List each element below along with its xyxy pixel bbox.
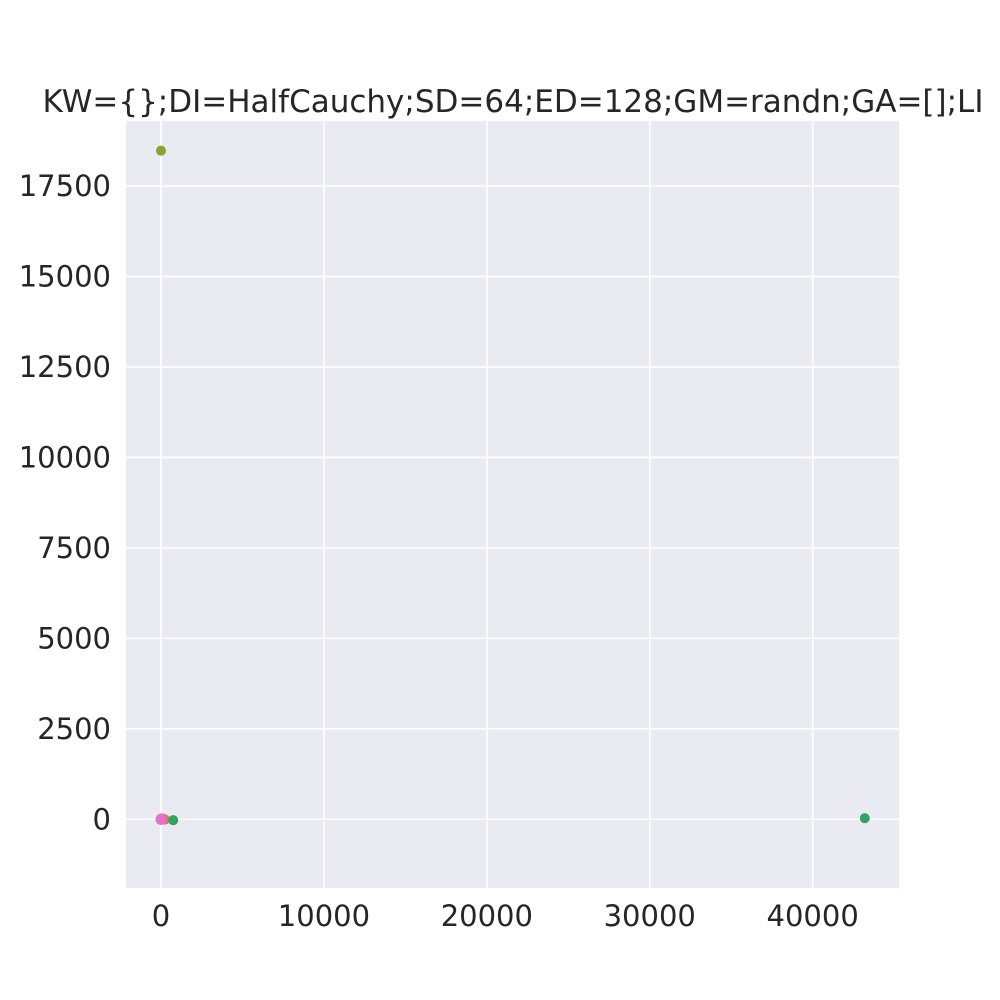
y-tick-label: 2500: [37, 712, 111, 746]
y-tick-label: 5000: [37, 621, 111, 655]
x-tick-label: 30000: [604, 899, 696, 933]
data-point: [156, 145, 167, 156]
y-tick-label: 10000: [19, 440, 111, 474]
y-tick-label: 7500: [37, 531, 111, 565]
data-point: [156, 813, 167, 824]
x-tick-labels: 0 10000 20000 30000 40000: [152, 899, 859, 933]
x-tick-label: 20000: [441, 899, 533, 933]
y-tick-label: 15000: [19, 260, 111, 294]
y-tick-label: 0: [93, 802, 111, 836]
y-tick-label: 12500: [19, 350, 111, 384]
x-gridlines: [160, 121, 814, 888]
data-point: [168, 815, 179, 826]
chart-title: KW={};DI=HalfCauchy;SD=64;ED=128;GM=rand…: [43, 84, 984, 120]
y-tick-labels: 0 2500 5000 7500 10000 12500 15000 17500: [19, 169, 111, 836]
y-gridlines: [126, 185, 899, 821]
x-tick-label: 10000: [278, 899, 370, 933]
data-points: [155, 145, 870, 826]
y-tick-label: 17500: [19, 169, 111, 203]
x-tick-label: 40000: [767, 899, 859, 933]
data-point: [859, 813, 870, 824]
plot-area: [126, 121, 899, 888]
x-tick-label: 0: [152, 899, 170, 933]
